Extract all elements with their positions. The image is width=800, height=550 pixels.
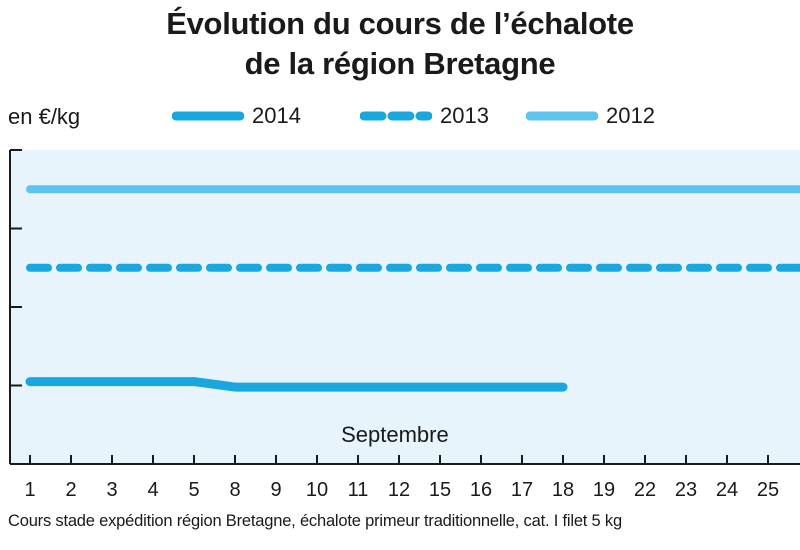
x-tick-label: 23 (675, 479, 697, 501)
x-tick-labels: 12345891011121516171819222324252 (24, 479, 779, 501)
x-tick-label: 2 (65, 479, 76, 501)
legend-label-2013: 2013 (440, 103, 489, 128)
x-tick-label: 17 (511, 479, 533, 501)
legend-swatch-2012 (526, 111, 598, 121)
legend-item-2013: 2013 (360, 102, 489, 130)
x-tick-label: 5 (188, 479, 199, 501)
legend-swatch-2013 (360, 111, 432, 121)
x-tick-label: 3 (106, 479, 117, 501)
legend-item-2014: 2014 (172, 102, 301, 130)
x-tick-label: 19 (593, 479, 615, 501)
x-tick-label: 25 (757, 479, 779, 501)
x-tick-label: 4 (147, 479, 158, 501)
line-chart: 12345891011121516171819222324252 Septemb… (9, 149, 800, 501)
chart-subtitle: de la région Bretagne (244, 46, 556, 81)
x-tick-label: 12 (388, 479, 410, 501)
x-tick-label: 16 (470, 479, 492, 501)
legend-item-2012: 2012 (526, 102, 655, 130)
legend-label-2012: 2012 (606, 103, 655, 128)
legend-swatch-2014 (172, 111, 244, 121)
plot-area (10, 150, 800, 464)
axes (9, 149, 800, 465)
x-tick-label: 8 (229, 479, 240, 501)
x-tick-label: 10 (306, 479, 328, 501)
chart-footnote: Cours stade expédition région Bretagne, … (8, 512, 622, 530)
x-tick-label: 18 (552, 479, 574, 501)
x-tick-label: 24 (716, 479, 738, 501)
x-tick-label: 11 (348, 479, 369, 501)
x-tick-label: 22 (634, 479, 656, 501)
x-axis-month-label: Septembre (341, 422, 449, 447)
series-layer (25, 185, 800, 392)
legend-label-2014: 2014 (252, 103, 301, 128)
x-tick-label: 1 (24, 479, 35, 501)
chart-title: Évolution du cours de l’échalote de la r… (0, 4, 800, 84)
y-axis-unit-label: en €/kg (8, 104, 81, 129)
series-line-2014 (25, 377, 568, 392)
x-tick-label: 15 (429, 479, 451, 501)
x-tick-label: 9 (270, 479, 281, 501)
chart-title-line1: Évolution du cours de l’échalote (166, 6, 634, 41)
